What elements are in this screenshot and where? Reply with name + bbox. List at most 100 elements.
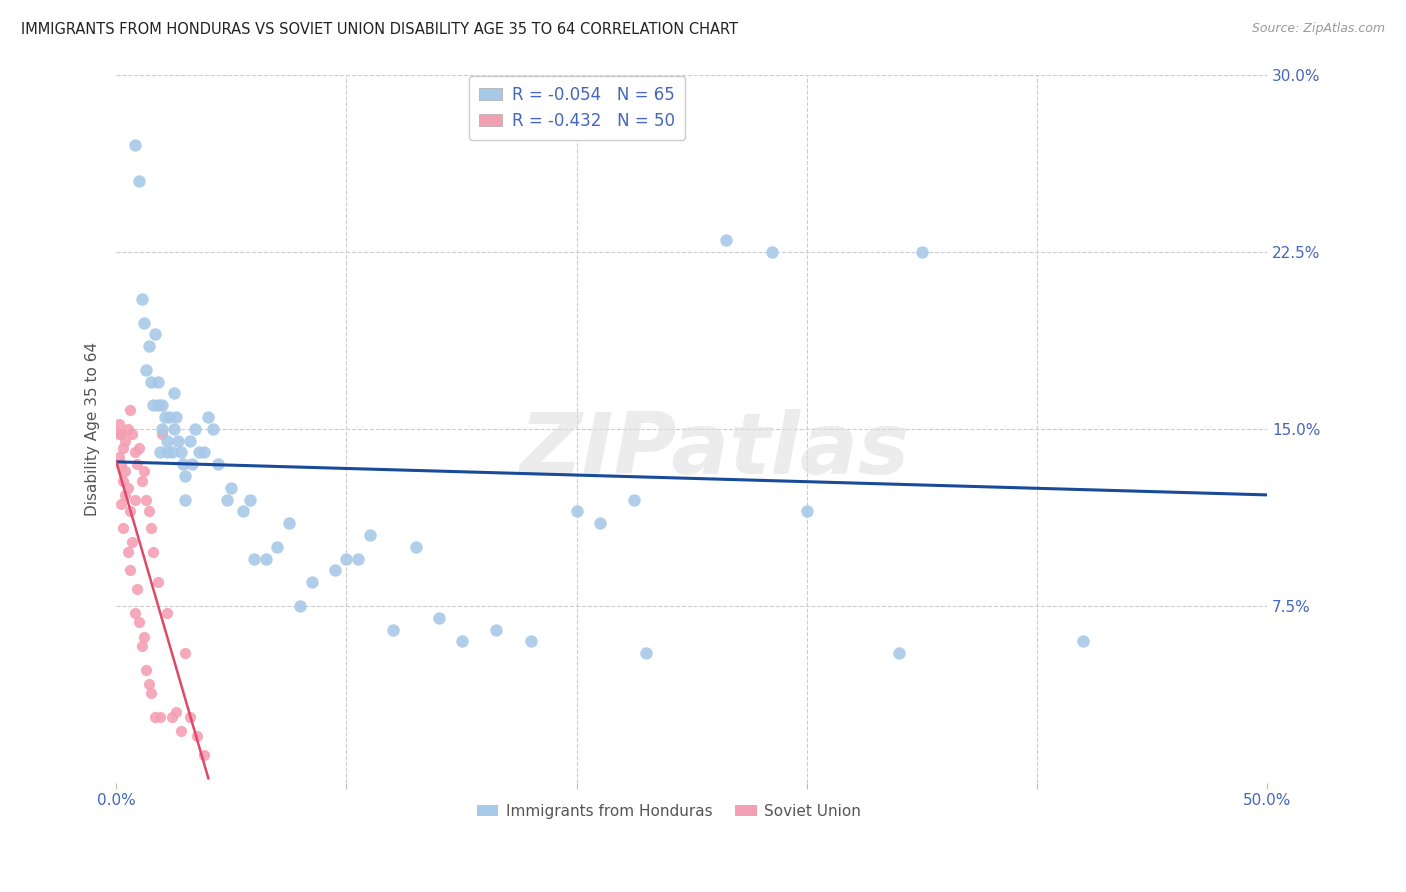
Point bbox=[221, 481, 243, 495]
Point bbox=[128, 174, 150, 188]
Point bbox=[215, 492, 238, 507]
Point bbox=[381, 623, 404, 637]
Point bbox=[157, 409, 180, 424]
Point bbox=[188, 445, 211, 459]
Point bbox=[427, 611, 450, 625]
Point bbox=[170, 445, 193, 459]
Point bbox=[290, 599, 312, 613]
Point bbox=[301, 575, 323, 590]
Text: Source: ZipAtlas.com: Source: ZipAtlas.com bbox=[1251, 22, 1385, 36]
Point bbox=[120, 504, 142, 518]
Point bbox=[112, 441, 135, 455]
Point bbox=[335, 551, 357, 566]
Point bbox=[170, 724, 193, 739]
Point bbox=[323, 564, 346, 578]
Point bbox=[156, 606, 179, 620]
Point bbox=[112, 474, 135, 488]
Point bbox=[519, 634, 541, 648]
Point bbox=[165, 705, 187, 719]
Point bbox=[120, 564, 142, 578]
Point bbox=[887, 646, 910, 660]
Point bbox=[117, 544, 139, 558]
Point bbox=[1071, 634, 1094, 648]
Point bbox=[124, 606, 146, 620]
Point bbox=[266, 540, 288, 554]
Point bbox=[232, 504, 254, 518]
Point bbox=[131, 474, 153, 488]
Point bbox=[142, 544, 165, 558]
Point bbox=[139, 375, 162, 389]
Point bbox=[193, 445, 215, 459]
Point bbox=[174, 469, 197, 483]
Point bbox=[131, 639, 153, 653]
Point bbox=[450, 634, 472, 648]
Point bbox=[174, 646, 197, 660]
Point bbox=[146, 575, 169, 590]
Point bbox=[167, 434, 190, 448]
Point bbox=[149, 445, 172, 459]
Point bbox=[156, 445, 179, 459]
Point bbox=[135, 363, 157, 377]
Point bbox=[201, 422, 224, 436]
Point bbox=[145, 710, 167, 724]
Point bbox=[716, 233, 738, 247]
Point bbox=[153, 409, 176, 424]
Point bbox=[160, 710, 183, 724]
Point bbox=[146, 398, 169, 412]
Point bbox=[128, 441, 150, 455]
Point bbox=[114, 464, 136, 478]
Point bbox=[911, 244, 934, 259]
Point bbox=[125, 457, 148, 471]
Point bbox=[142, 398, 165, 412]
Point bbox=[150, 426, 173, 441]
Point bbox=[163, 422, 186, 436]
Point bbox=[243, 551, 266, 566]
Point bbox=[156, 434, 179, 448]
Point bbox=[135, 663, 157, 677]
Point bbox=[124, 492, 146, 507]
Point bbox=[485, 623, 508, 637]
Point bbox=[135, 492, 157, 507]
Point bbox=[139, 686, 162, 700]
Point bbox=[132, 630, 155, 644]
Point bbox=[131, 292, 153, 306]
Point bbox=[107, 450, 129, 464]
Point bbox=[132, 464, 155, 478]
Point bbox=[117, 481, 139, 495]
Point bbox=[193, 747, 215, 762]
Point bbox=[589, 516, 612, 531]
Point bbox=[277, 516, 299, 531]
Point bbox=[405, 540, 427, 554]
Point bbox=[124, 138, 146, 153]
Point bbox=[138, 339, 160, 353]
Point bbox=[761, 244, 783, 259]
Point bbox=[623, 492, 645, 507]
Point bbox=[254, 551, 277, 566]
Point bbox=[121, 535, 143, 549]
Point bbox=[150, 398, 173, 412]
Point bbox=[138, 504, 160, 518]
Point bbox=[128, 615, 150, 630]
Point bbox=[139, 521, 162, 535]
Point bbox=[179, 710, 201, 724]
Point bbox=[565, 504, 588, 518]
Point bbox=[110, 426, 132, 441]
Point bbox=[150, 422, 173, 436]
Point bbox=[117, 422, 139, 436]
Point bbox=[179, 434, 201, 448]
Point bbox=[197, 409, 219, 424]
Point bbox=[145, 327, 167, 342]
Point bbox=[149, 710, 172, 724]
Point bbox=[121, 426, 143, 441]
Point bbox=[347, 551, 370, 566]
Text: ZIPatlas: ZIPatlas bbox=[520, 409, 910, 491]
Point bbox=[181, 457, 204, 471]
Point bbox=[125, 582, 148, 597]
Point bbox=[146, 375, 169, 389]
Point bbox=[174, 492, 197, 507]
Point bbox=[359, 528, 381, 542]
Text: IMMIGRANTS FROM HONDURAS VS SOVIET UNION DISABILITY AGE 35 TO 64 CORRELATION CHA: IMMIGRANTS FROM HONDURAS VS SOVIET UNION… bbox=[21, 22, 738, 37]
Point bbox=[183, 422, 205, 436]
Point bbox=[163, 386, 186, 401]
Point bbox=[114, 488, 136, 502]
